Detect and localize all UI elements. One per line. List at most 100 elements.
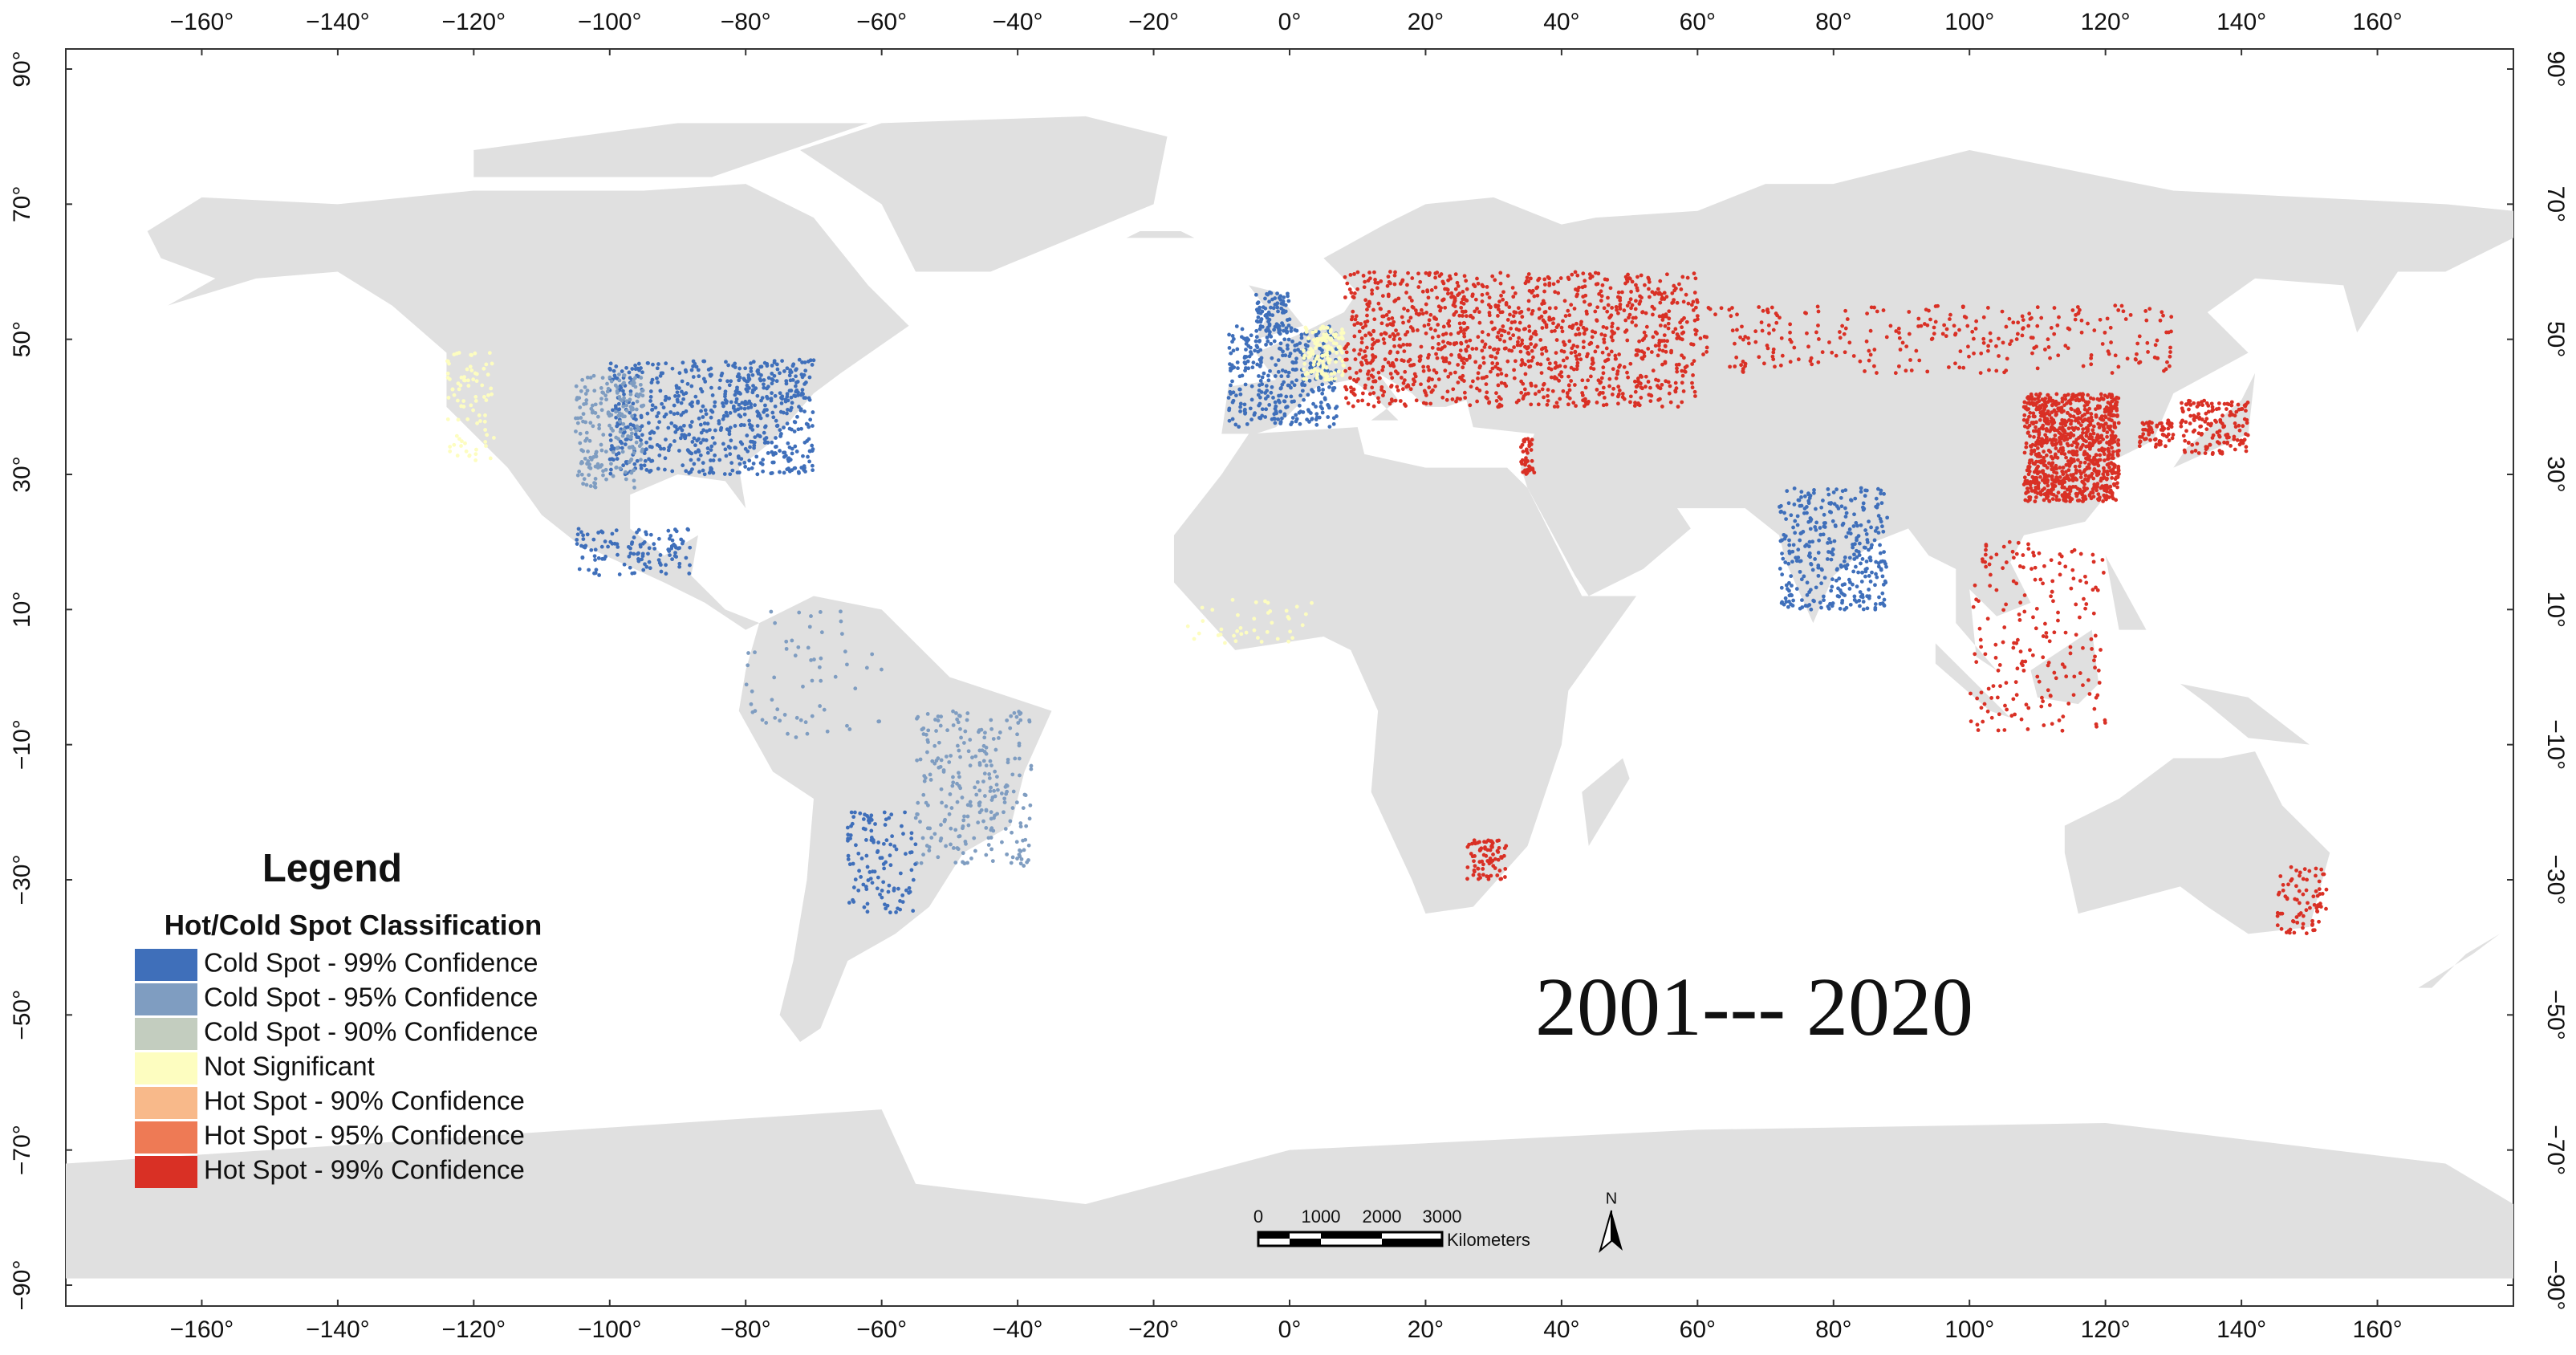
spot (1318, 376, 1323, 380)
spot (778, 409, 783, 414)
spot (2075, 397, 2080, 401)
spot (2094, 470, 2099, 474)
spot (1277, 330, 1282, 335)
spot (1813, 525, 1818, 529)
spot (1830, 584, 1834, 589)
spot (733, 408, 738, 413)
spot (1863, 369, 1867, 373)
spot (1477, 320, 1482, 325)
spot (2081, 427, 2086, 432)
spot (2054, 475, 2059, 480)
spot (847, 862, 852, 867)
landmass (800, 116, 1168, 272)
spot (1674, 363, 1679, 367)
spot (749, 361, 753, 365)
spot (1633, 379, 1637, 384)
spot (1806, 501, 1811, 506)
spot (1313, 341, 1318, 345)
spot (2210, 405, 2215, 409)
spot (1794, 559, 1799, 564)
spot (1924, 307, 1928, 312)
spot (795, 414, 799, 419)
spot (790, 427, 794, 432)
spot (972, 836, 977, 840)
spot (1496, 314, 1500, 318)
spot (1816, 309, 1821, 314)
spot (1276, 309, 1280, 314)
spot (2034, 459, 2038, 464)
spot (1595, 318, 1599, 323)
spot (744, 387, 749, 392)
spot (2080, 492, 2085, 497)
spot (1590, 356, 1595, 361)
spot (2083, 473, 2088, 478)
spot (1331, 386, 1335, 391)
spot (2134, 357, 2138, 362)
spot (872, 869, 877, 874)
spot (2025, 417, 2030, 422)
spot (1615, 369, 1620, 373)
spot (1299, 336, 1304, 340)
spot (1692, 359, 1696, 364)
spot (2102, 428, 2106, 433)
spot (631, 423, 636, 428)
spot (711, 470, 716, 475)
spot (1230, 340, 1234, 344)
spot (737, 462, 742, 466)
spot (1881, 529, 1886, 534)
spot (647, 559, 652, 564)
spot (1394, 357, 1399, 362)
spot (1831, 490, 1836, 494)
spot (1400, 279, 1404, 283)
spot (878, 892, 882, 897)
spot (933, 718, 937, 722)
spot (2162, 426, 2167, 431)
spot (1465, 299, 1469, 303)
spot (888, 842, 893, 847)
spot (1278, 341, 1283, 346)
spot (1685, 275, 1690, 280)
spot (1585, 354, 1589, 359)
spot (1739, 363, 1744, 368)
spot (1388, 270, 1392, 274)
spot (1981, 315, 1986, 319)
spot (672, 412, 677, 417)
spot (1704, 345, 1709, 350)
spot (1561, 319, 1565, 323)
spot (1574, 357, 1579, 361)
spot (2046, 421, 2051, 426)
spot (1558, 397, 1562, 401)
spot (1573, 270, 1578, 275)
spot (2078, 307, 2082, 312)
spot (1766, 323, 1771, 328)
spot (2074, 417, 2078, 421)
spot (944, 755, 949, 759)
spot (1667, 316, 1672, 321)
spot (620, 369, 624, 373)
spot (1787, 538, 1791, 543)
spot (1335, 405, 1339, 409)
spot (1593, 349, 1598, 354)
spot (1315, 354, 1320, 359)
spot (779, 401, 784, 405)
spot (713, 400, 717, 405)
spot (457, 437, 461, 441)
spot (677, 393, 681, 398)
spot (2089, 353, 2094, 357)
spot (930, 759, 935, 763)
spot (1691, 373, 1695, 377)
spot (1527, 324, 1531, 329)
spot (733, 361, 737, 366)
spot (1653, 330, 1658, 335)
spot (581, 537, 586, 542)
spot (886, 889, 891, 894)
spot (763, 425, 767, 429)
spot (987, 776, 992, 780)
spot (1388, 281, 1392, 286)
spot (1236, 366, 1240, 371)
spot (1792, 486, 1797, 490)
spot (794, 380, 798, 385)
spot (1414, 398, 1419, 403)
spot (1648, 399, 1653, 404)
spot (922, 779, 927, 783)
